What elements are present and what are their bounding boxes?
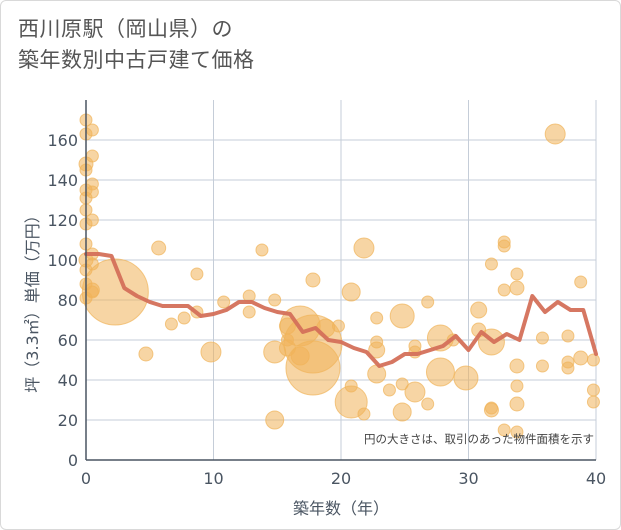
- bubble-point: [242, 305, 256, 319]
- bubble-series: [78, 113, 600, 439]
- y-tick-label: 80: [58, 291, 78, 310]
- bubble-point: [164, 317, 178, 331]
- bubble-point: [389, 303, 415, 329]
- bubble-point: [544, 123, 566, 145]
- bubble-point: [368, 341, 386, 359]
- trend-line-group: [84, 252, 598, 368]
- trend-line: [84, 252, 598, 368]
- bubble-point: [265, 410, 285, 430]
- bubble-point: [421, 397, 435, 411]
- bubble-point: [268, 293, 282, 307]
- y-tick-label: 140: [47, 171, 78, 190]
- bubble-point: [255, 243, 269, 257]
- bubble-point: [483, 402, 499, 418]
- bubble-point: [357, 407, 371, 421]
- bubble-point: [85, 185, 99, 199]
- bubble-point: [561, 329, 575, 343]
- bubble-point: [510, 267, 524, 281]
- bubble-point: [331, 319, 345, 333]
- chart-title-line2: 築年数別中古戸建て価格: [18, 48, 255, 72]
- y-axis-label: 坪（3.3㎡）単価（万円）: [23, 207, 42, 392]
- bubble-point: [453, 365, 479, 391]
- bubble-point: [404, 381, 426, 403]
- x-tick-label: 40: [586, 469, 606, 488]
- bubble-point: [586, 353, 600, 367]
- bubble-point: [353, 237, 375, 259]
- y-tick-label: 120: [47, 211, 78, 230]
- bubble-point: [421, 295, 435, 309]
- bubble-point: [151, 240, 167, 256]
- bubble-point: [535, 359, 549, 373]
- axes: [85, 100, 596, 461]
- bubble-point: [574, 275, 588, 289]
- bubble-point: [497, 239, 511, 253]
- bubble-point: [382, 383, 396, 397]
- bubble-point: [370, 311, 384, 325]
- bubble-point: [470, 301, 488, 319]
- x-axis-label: 築年数（年）: [293, 499, 389, 518]
- bubble-point: [367, 364, 387, 384]
- bubble-point: [535, 331, 549, 345]
- bubble-point: [484, 257, 498, 271]
- y-tick-label: 20: [58, 411, 78, 430]
- bubble-point: [85, 123, 99, 137]
- bubble-point: [561, 361, 575, 375]
- bubble-point: [285, 340, 341, 396]
- y-tick-label: 160: [47, 131, 78, 150]
- y-tick-label: 0: [68, 451, 78, 470]
- bubble-point: [138, 346, 154, 362]
- bubble-point: [497, 423, 511, 437]
- bubble-point: [85, 149, 99, 163]
- bubble-point: [425, 357, 455, 387]
- chart-title-line1: 西川原駅（岡山県）の: [18, 17, 233, 41]
- tick-labels: 0 20 40 60 80 100 120 140 160 0 10 20 30 40: [47, 131, 606, 488]
- bubble-point: [392, 402, 412, 422]
- bubble-point: [190, 267, 204, 281]
- x-tick-label: 10: [203, 469, 223, 488]
- chart-title: 西川原駅（岡山県）の 築年数別中古戸建て価格: [18, 14, 255, 76]
- bubble-point: [85, 213, 99, 227]
- bubble-point: [497, 283, 511, 297]
- bubble-point: [217, 295, 231, 309]
- bubble-point: [81, 258, 149, 326]
- bubble-point: [177, 311, 191, 325]
- x-tick-label: 0: [81, 469, 91, 488]
- bubble-point: [200, 341, 222, 363]
- bubble-point: [509, 280, 525, 296]
- bubble-point: [341, 282, 361, 302]
- y-tick-label: 60: [58, 331, 78, 350]
- y-tick-label: 40: [58, 371, 78, 390]
- bubble-point: [586, 383, 600, 397]
- bubble-point: [573, 350, 589, 366]
- bubble-size-note: 円の大きさは、取引のあった物件面積を示す: [364, 432, 594, 446]
- bubble-point: [305, 272, 321, 288]
- x-tick-label: 30: [458, 469, 478, 488]
- bubble-point: [586, 395, 600, 409]
- y-tick-label: 100: [47, 251, 78, 270]
- bubble-point: [509, 358, 525, 374]
- bubble-point: [510, 379, 524, 393]
- bubble-point: [509, 396, 525, 412]
- x-tick-label: 20: [331, 469, 351, 488]
- bubble-point: [510, 425, 524, 439]
